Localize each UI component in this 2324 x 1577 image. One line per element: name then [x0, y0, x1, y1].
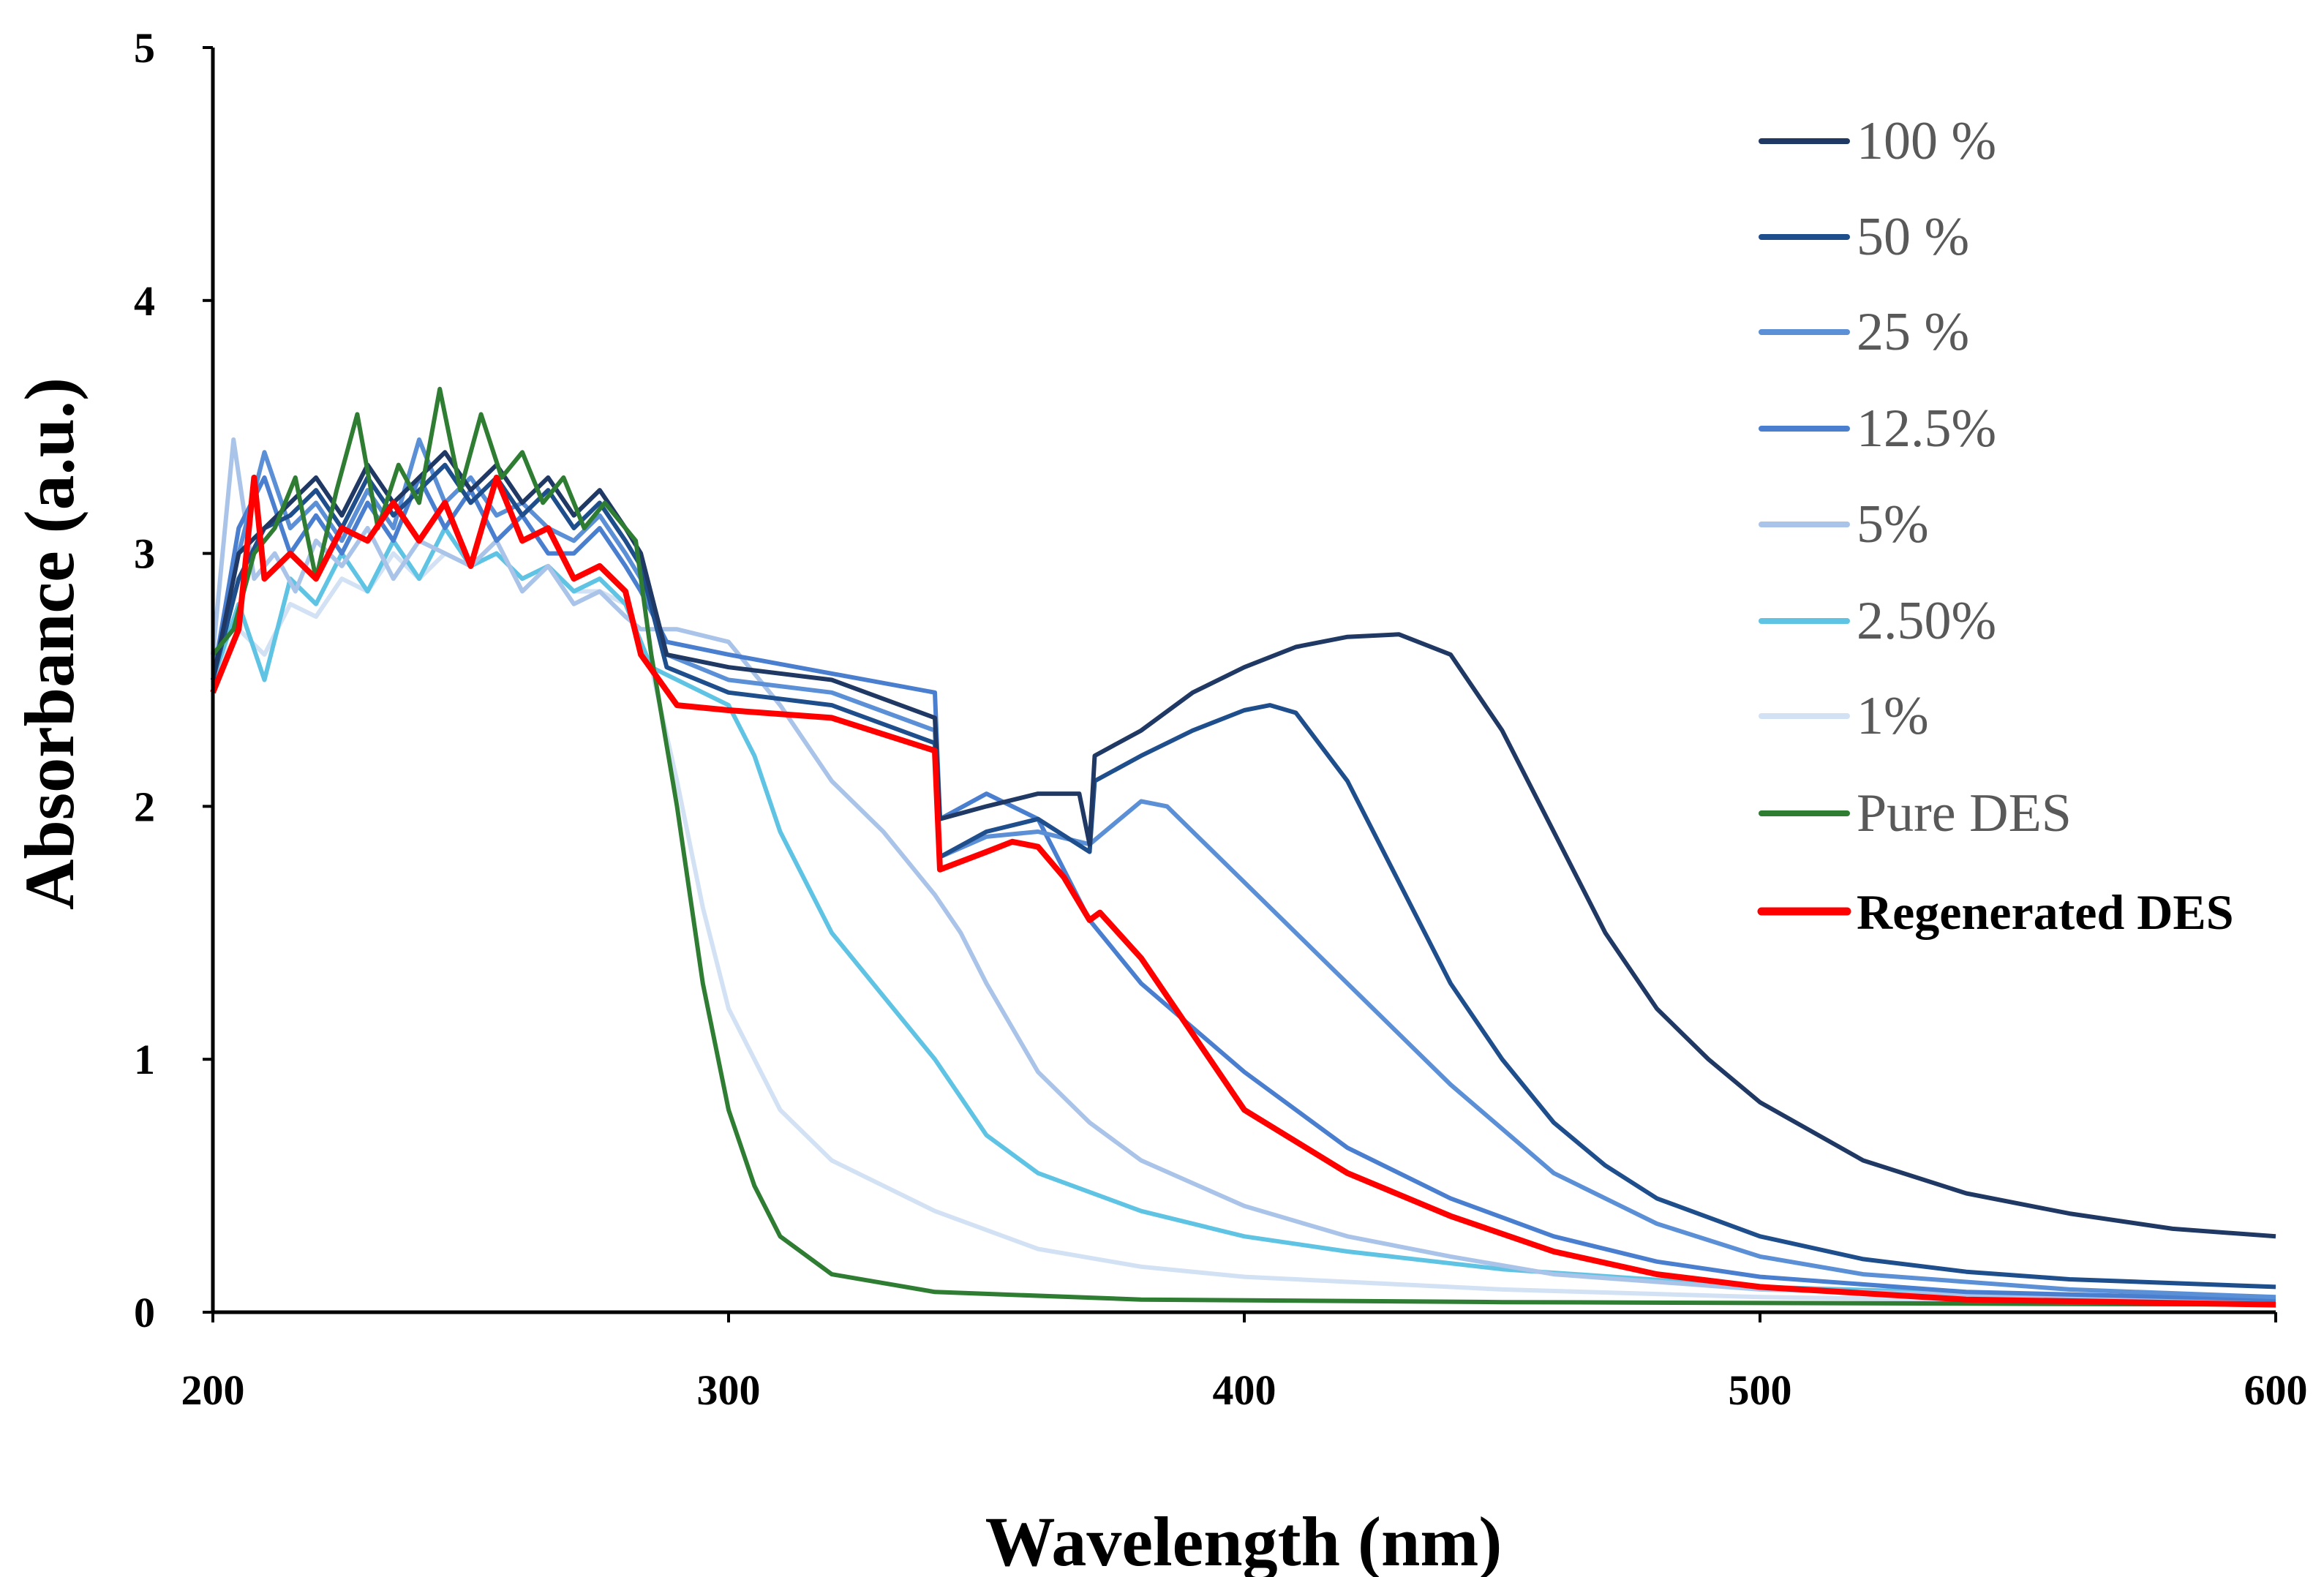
series-line-25 — [211, 437, 2276, 1300]
legend-label: Regenerated DES — [1857, 884, 2234, 940]
legend-label: 50 % — [1857, 207, 1969, 267]
y-tick-label: 1 — [134, 1036, 155, 1083]
legend: 100 % 50 % 25 % 12.5% 5% 2.50% 1% Pure DES Regen… — [1757, 111, 2234, 940]
legend-label: Pure DES — [1857, 783, 2072, 843]
y-axis-title: Absorbance (a.u.) — [10, 377, 89, 910]
series-line-1 — [211, 551, 2276, 1307]
y-tick-label: 5 — [134, 24, 155, 72]
legend-label: 12.5% — [1857, 399, 1996, 459]
series-line-100 — [211, 450, 2276, 1239]
series-line-regenerated-des — [210, 474, 2276, 1308]
series-line-pure-des — [211, 386, 2276, 1307]
ticks: 200 300 400 500 600 0 1 2 3 4 5 — [134, 24, 2308, 1414]
x-axis-title: Wavelength (nm) — [985, 1502, 1503, 1577]
x-tick-label: 400 — [1213, 1366, 1276, 1414]
series-line-5 — [211, 437, 2276, 1305]
legend-label: 100 % — [1857, 111, 1996, 171]
x-tick-label: 300 — [697, 1366, 761, 1414]
legend-label: 5% — [1857, 494, 1929, 554]
x-tick-label: 200 — [181, 1366, 245, 1414]
y-tick-label: 4 — [134, 277, 155, 325]
legend-label: 2.50% — [1857, 591, 1996, 651]
series-line-12-5 — [211, 475, 2276, 1302]
legend-label: 1% — [1857, 686, 1929, 746]
x-tick-label: 500 — [1729, 1366, 1792, 1414]
series-layer — [210, 386, 2276, 1308]
y-tick-label: 3 — [134, 530, 155, 578]
y-tick-label: 0 — [134, 1289, 155, 1336]
x-tick-label: 600 — [2244, 1366, 2308, 1414]
legend-label: 25 % — [1857, 302, 1969, 362]
series-line-2-50 — [211, 526, 2276, 1305]
y-tick-label: 2 — [134, 783, 155, 830]
